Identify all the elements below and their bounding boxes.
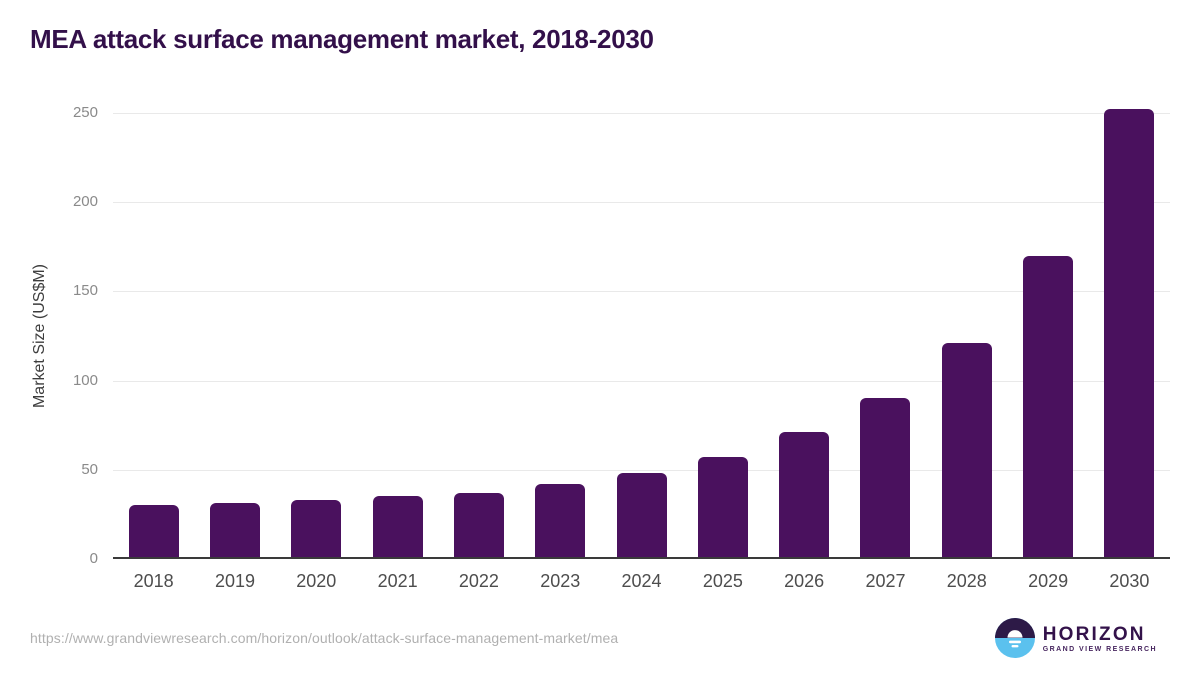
logo-text: HORIZON GRAND VIEW RESEARCH (1043, 624, 1157, 653)
y-axis-title: Market Size (US$M) (31, 263, 48, 409)
ytick-250: 250 (72, 104, 98, 121)
bar-slot-2025 (682, 113, 763, 557)
xlabel-2028: 2028 (946, 571, 987, 591)
bar-2029 (1023, 256, 1074, 557)
horizon-logo: HORIZON GRAND VIEW RESEARCH (994, 618, 1157, 658)
bar-2023 (535, 484, 586, 557)
ytick-100: 100 (72, 371, 98, 389)
xlabel-2029: 2029 (1028, 571, 1069, 591)
gridline-200 (113, 202, 1170, 204)
bar-2024 (616, 473, 667, 557)
bar-slot-2021 (357, 113, 438, 557)
xlabel-2024: 2024 (621, 571, 662, 591)
bar-slot-2029 (1007, 113, 1088, 557)
bar-slot-2020 (276, 113, 357, 557)
gridline-50 (113, 469, 1170, 471)
bar-series (113, 109, 1170, 557)
bar-slot-2027 (845, 113, 926, 557)
bar-2026 (779, 432, 830, 557)
xlabel-2030: 2030 (1109, 571, 1150, 591)
bar-slot-2028 (926, 113, 1007, 557)
logo-wordmark: HORIZON (1042, 623, 1146, 645)
xlabel-2021: 2021 (377, 571, 418, 591)
ytick-0: 0 (89, 550, 98, 567)
xlabel-2026: 2026 (784, 571, 825, 591)
gridline-100 (113, 380, 1170, 382)
bar-slot-2026 (764, 113, 845, 557)
bar-2019 (209, 503, 260, 557)
plot-area (113, 109, 1170, 559)
xlabel-2023: 2023 (540, 571, 581, 591)
horizon-sun-icon (994, 618, 1035, 658)
bar-2027 (860, 398, 911, 557)
bar-slot-2024 (601, 113, 682, 557)
bar-2025 (697, 457, 748, 557)
bar-slot-2019 (194, 113, 275, 557)
gridline-250 (113, 113, 1170, 114)
source-url[interactable]: https://www.grandviewresearch.com/horizo… (30, 630, 619, 646)
bar-2021 (372, 496, 423, 557)
xlabel-2018: 2018 (133, 571, 174, 591)
ytick-50: 50 (81, 460, 98, 478)
gridline-150 (113, 291, 1170, 293)
chart-title: MEA attack surface management market, 20… (30, 24, 654, 54)
bar-2030 (1104, 109, 1155, 557)
xlabel-2019: 2019 (214, 571, 255, 591)
bar-slot-2022 (438, 113, 519, 557)
bar-2022 (453, 493, 504, 557)
bar-2028 (941, 343, 992, 557)
ytick-150: 150 (72, 282, 98, 300)
xlabel-2022: 2022 (458, 571, 499, 591)
xlabel-2027: 2027 (865, 571, 906, 591)
x-axis-category-labels: 2018 2019 2020 2021 2022 2023 2024 2025 2026 2027… (113, 571, 1170, 592)
bar-2020 (291, 500, 342, 557)
xlabel-2025: 2025 (702, 571, 743, 591)
bar-slot-2018 (113, 113, 194, 557)
ytick-200: 200 (72, 193, 98, 211)
bar-slot-2023 (520, 113, 601, 557)
logo-subtitle: GRAND VIEW RESEARCH (1042, 645, 1157, 653)
xlabel-2020: 2020 (296, 571, 337, 591)
bar-slot-2030 (1089, 109, 1170, 557)
bar-2018 (128, 505, 179, 557)
